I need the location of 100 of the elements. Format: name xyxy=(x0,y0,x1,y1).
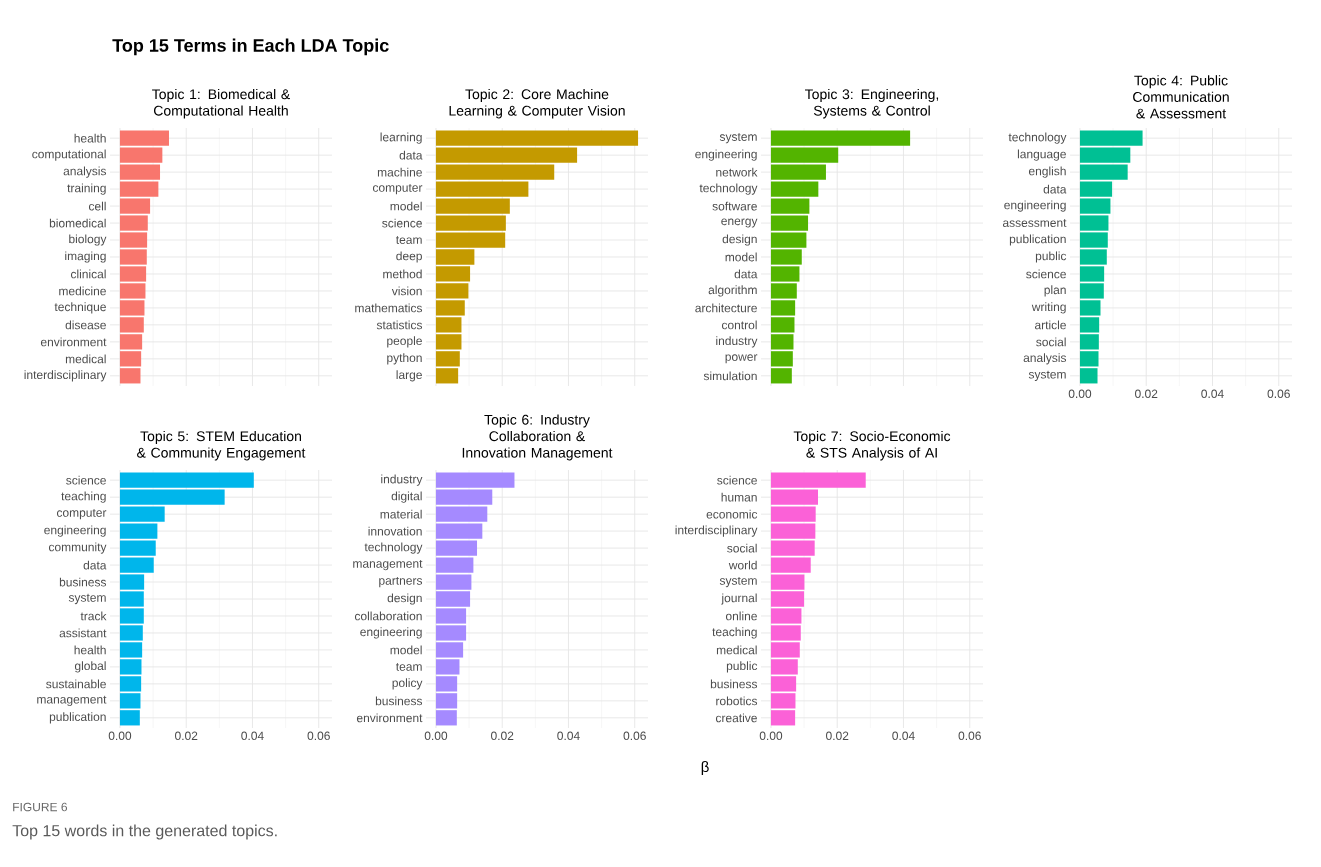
caption: FIGURE 6 xyxy=(13,802,68,812)
x-tick-label: 0.02 xyxy=(826,731,849,741)
y-tick-label: partners xyxy=(379,576,423,588)
bar xyxy=(119,710,140,726)
y-tick-label: publication xyxy=(49,712,106,724)
bar xyxy=(770,710,796,726)
y-tick-label: assessment xyxy=(1002,219,1067,227)
y-tick-label: design xyxy=(722,234,757,246)
y-tick-label: management xyxy=(353,559,423,571)
y-tick-label: biology xyxy=(69,234,107,246)
y-tick-label: team xyxy=(395,662,422,671)
y-tick-label: data xyxy=(399,150,423,160)
y-tick-label: world xyxy=(728,560,757,570)
y-tick-label: control xyxy=(721,320,757,330)
x-tick-label: 0.02 xyxy=(491,731,514,741)
x-tick-label: 0.02 xyxy=(1135,389,1158,399)
chart-title: Topic 5: STEM Education & Community Engagement xyxy=(137,430,306,461)
y-tick-label: data xyxy=(734,269,758,279)
y-tick-label: writing xyxy=(1031,302,1066,314)
y-tick-label: science xyxy=(1026,269,1066,279)
x-tick-label: 0.06 xyxy=(623,731,646,741)
y-tick-label: people xyxy=(387,336,422,348)
y-tick-label: system xyxy=(68,593,106,605)
y-tick-label: algorithm xyxy=(708,285,757,297)
bar xyxy=(119,472,254,488)
bar xyxy=(435,368,459,384)
y-tick-label: management xyxy=(37,695,107,706)
y-tick-label: public xyxy=(1035,251,1067,263)
y-tick-label: engineering xyxy=(695,149,757,161)
y-tick-label: public xyxy=(726,661,758,673)
y-tick-label: mathematics xyxy=(355,303,423,313)
chart-title: Topic 7: Socio-Economic & STS Analysis of AI xyxy=(793,430,951,461)
x-tick-label: 0.04 xyxy=(557,731,580,741)
y-tick-label: health xyxy=(74,645,106,655)
y-tick-label: technology xyxy=(364,542,423,554)
bar xyxy=(770,472,866,488)
y-tick-label: medicine xyxy=(59,286,106,296)
bar xyxy=(1079,130,1143,146)
y-tick-label: design xyxy=(387,593,422,605)
y-tick-label: collaboration xyxy=(354,611,422,621)
bar xyxy=(435,710,457,726)
chart-title: Topic 2: Core Machine Learning & Computer Vision xyxy=(449,88,625,119)
y-tick-label: social xyxy=(727,543,757,553)
y-tick-label: software xyxy=(712,201,757,211)
y-tick-label: environment xyxy=(40,337,107,347)
y-tick-label: human xyxy=(721,492,757,502)
x-tick-label: 0.00 xyxy=(759,731,783,741)
y-tick-label: training xyxy=(67,183,106,195)
y-tick-label: sustainable xyxy=(46,679,106,689)
y-tick-label: business xyxy=(710,679,758,689)
y-tick-label: analysis xyxy=(63,166,107,178)
bar xyxy=(119,130,169,146)
y-tick-label: system xyxy=(1028,370,1066,381)
y-tick-label: data xyxy=(1043,184,1067,194)
y-tick-label: robotics xyxy=(716,696,758,706)
y-tick-label: global xyxy=(74,661,106,673)
y-tick-label: medical xyxy=(65,354,106,364)
y-tick-label: computational xyxy=(32,149,106,161)
y-tick-label: analysis xyxy=(1023,353,1067,365)
y-tick-label: creative xyxy=(715,713,757,723)
y-tick-label: model xyxy=(725,252,757,262)
y-tick-label: assistant xyxy=(59,628,107,638)
x-tick-label: 0.00 xyxy=(108,731,132,741)
chart-title: Topic 6: Industry Collaboration & Innovation Management xyxy=(462,414,613,461)
x-tick-label: 0.06 xyxy=(307,731,330,741)
x-tick-label: 0.06 xyxy=(1267,389,1290,399)
chart-title: Topic 1: Biomedical & Computational Health xyxy=(152,88,291,119)
y-tick-label: model xyxy=(390,645,422,655)
y-tick-label: engineering xyxy=(44,525,106,537)
y-tick-label: science xyxy=(382,218,422,228)
y-tick-label: simulation xyxy=(703,371,757,381)
x-axis-title: β xyxy=(701,761,709,775)
y-tick-label: material xyxy=(380,509,422,519)
y-tick-label: vision xyxy=(391,286,422,296)
bar xyxy=(435,472,515,488)
bar xyxy=(770,130,911,146)
y-tick-label: team xyxy=(395,236,422,244)
y-tick-label: industry xyxy=(716,336,758,348)
y-tick-label: innovation xyxy=(368,526,422,536)
y-tick-label: engineering xyxy=(1004,200,1066,212)
y-tick-label: computer xyxy=(56,509,107,520)
y-tick-label: industry xyxy=(381,474,423,486)
bar xyxy=(435,130,639,146)
y-tick-label: medical xyxy=(716,645,757,655)
y-tick-label: economic xyxy=(706,509,758,519)
y-tick-label: policy xyxy=(392,678,423,690)
y-tick-label: interdisciplinary xyxy=(24,370,107,382)
y-tick-label: business xyxy=(59,577,107,587)
y-tick-label: community xyxy=(48,542,107,554)
y-tick-label: digital xyxy=(391,491,422,503)
y-tick-label: machine xyxy=(377,167,422,177)
y-tick-label: social xyxy=(1036,337,1066,347)
y-tick-label: disease xyxy=(65,320,106,330)
y-tick-label: clinical xyxy=(70,269,106,279)
bar xyxy=(1079,368,1098,384)
y-tick-label: data xyxy=(83,560,107,570)
y-tick-label: biomedical xyxy=(49,218,106,228)
text: Top 15 words in the generated topics. xyxy=(12,824,277,840)
y-tick-label: business xyxy=(375,696,423,706)
y-tick-label: python xyxy=(387,353,422,365)
